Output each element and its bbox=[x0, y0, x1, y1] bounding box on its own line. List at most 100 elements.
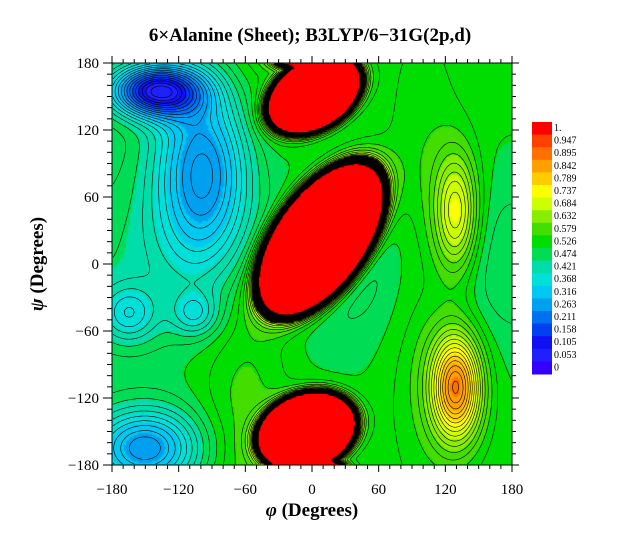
contour-line bbox=[120, 68, 221, 460]
contour-line bbox=[112, 63, 242, 465]
contour-line bbox=[250, 63, 479, 465]
colorbar-swatch bbox=[532, 336, 552, 350]
contour-line bbox=[251, 63, 475, 465]
colorbar-label: 0.474 bbox=[554, 249, 577, 260]
x-tick-label: 120 bbox=[434, 482, 457, 498]
y-tick-label: −60 bbox=[76, 324, 99, 340]
contour-line bbox=[138, 78, 187, 106]
y-axis-symbol: ψ bbox=[27, 298, 48, 311]
contour-line bbox=[145, 82, 178, 102]
contour-lines bbox=[112, 63, 512, 465]
contour-line bbox=[112, 63, 237, 465]
colorbar-swatch bbox=[532, 222, 552, 236]
colorbar-label: 0.421 bbox=[554, 262, 577, 273]
colorbar-label: 0.105 bbox=[554, 337, 577, 348]
y-tick-label: 0 bbox=[92, 257, 100, 273]
contour-line bbox=[258, 63, 384, 465]
colorbar-swatch bbox=[532, 210, 552, 224]
contour-line bbox=[112, 63, 512, 464]
y-axis-label: ψ (Degrees) bbox=[27, 217, 48, 311]
contour-line bbox=[135, 76, 190, 108]
y-axis-text: (Degrees) bbox=[27, 217, 48, 298]
contour-line bbox=[251, 63, 477, 465]
colorbar-label: 0.263 bbox=[554, 299, 577, 310]
colorbar-swatch bbox=[532, 159, 552, 173]
colorbar-swatch bbox=[532, 172, 552, 186]
contour-line bbox=[150, 85, 173, 98]
colorbar-label: 0.368 bbox=[554, 274, 577, 285]
colorbar-swatch bbox=[532, 248, 552, 262]
colorbar-swatch bbox=[532, 285, 552, 299]
colorbar-swatch bbox=[532, 235, 552, 249]
colorbar-label: 0.895 bbox=[554, 148, 577, 159]
contour-line bbox=[253, 63, 471, 465]
contour-line bbox=[123, 70, 213, 199]
y-tick-label: −120 bbox=[68, 391, 99, 407]
contour-line bbox=[112, 63, 253, 465]
colorbar-swatch bbox=[532, 311, 552, 325]
colorbar-label: 0.842 bbox=[554, 161, 577, 172]
y-tick-label: 120 bbox=[77, 123, 100, 139]
contour-line bbox=[252, 63, 473, 465]
contour-line bbox=[112, 63, 247, 465]
x-tick-label: −60 bbox=[234, 482, 257, 498]
contour-line bbox=[112, 63, 261, 465]
colorbar-label: 0.158 bbox=[554, 325, 577, 336]
x-axis-label: φ (Degrees) bbox=[266, 500, 359, 521]
colorbar-label: 0.579 bbox=[554, 224, 577, 235]
contour-line bbox=[247, 63, 483, 465]
chart-title: 6×Alanine (Sheet); B3LYP/6−31G(2p,d) bbox=[149, 25, 471, 46]
colorbar-swatch bbox=[532, 122, 552, 136]
colorbar-swatch bbox=[532, 323, 552, 337]
contour-line bbox=[244, 63, 486, 465]
colorbar-label: 0 bbox=[554, 362, 559, 373]
contour-line bbox=[113, 64, 232, 465]
contour-line bbox=[132, 75, 194, 110]
colorbar-label: 0.947 bbox=[554, 136, 577, 147]
colorbar-swatch bbox=[532, 197, 552, 211]
x-tick-label: −180 bbox=[97, 482, 128, 498]
y-tick-label: −180 bbox=[68, 458, 99, 474]
colorbar-label: 0.211 bbox=[554, 312, 576, 323]
colorbar-swatch bbox=[532, 185, 552, 199]
x-tick-label: 180 bbox=[501, 482, 524, 498]
colorbar-swatch bbox=[532, 298, 552, 312]
contour-line bbox=[253, 63, 469, 465]
contour-line bbox=[126, 71, 201, 115]
x-tick-label: 60 bbox=[371, 482, 386, 498]
colorbar-label: 0.526 bbox=[554, 236, 577, 247]
plot-area bbox=[111, 62, 513, 466]
colorbar-swatch bbox=[532, 134, 552, 148]
x-axis-text: (Degrees) bbox=[277, 500, 358, 521]
colorbar-label: 0.316 bbox=[554, 287, 577, 298]
colorbar-label: 0.684 bbox=[554, 199, 577, 210]
x-tick-label: 0 bbox=[308, 482, 316, 498]
colorbar-swatch bbox=[532, 147, 552, 161]
contour-line bbox=[248, 63, 481, 465]
y-tick-label: 60 bbox=[84, 190, 99, 206]
contour-line bbox=[141, 80, 183, 104]
contour-line bbox=[241, 63, 489, 465]
x-tick-label: −120 bbox=[163, 482, 194, 498]
contour-line bbox=[184, 63, 512, 465]
contour-line bbox=[230, 63, 493, 465]
colorbar-label: 1. bbox=[554, 123, 562, 134]
x-axis-symbol: φ bbox=[266, 500, 277, 521]
colorbar-label: 0.789 bbox=[554, 173, 577, 184]
contour-line bbox=[118, 66, 227, 465]
colorbar-label: 0.737 bbox=[554, 186, 577, 197]
contour-line bbox=[129, 73, 197, 113]
colorbar-label: 0.053 bbox=[554, 350, 577, 361]
colorbar-swatch bbox=[532, 260, 552, 274]
colorbar-swatch bbox=[532, 361, 552, 375]
y-tick-label: 180 bbox=[77, 56, 100, 72]
x-axis: −180 −120 −60 0 60 120 180 bbox=[97, 56, 524, 498]
heatmap-image bbox=[112, 63, 512, 465]
y-axis: −180 −120 −60 0 60 120 180 bbox=[68, 56, 519, 474]
colorbar-swatch bbox=[532, 273, 552, 287]
colorbar-label: 0.632 bbox=[554, 211, 577, 222]
contour-line bbox=[209, 63, 498, 465]
colorbar-swatch bbox=[532, 348, 552, 362]
